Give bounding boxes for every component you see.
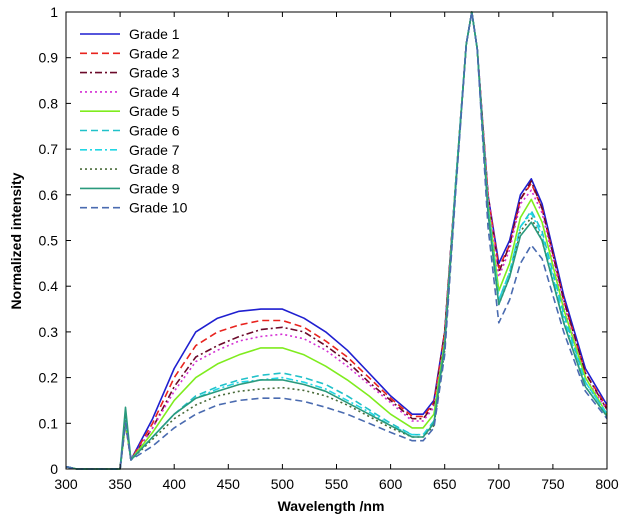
legend-label-grade-3: Grade 3 xyxy=(129,65,180,81)
x-tick-label: 400 xyxy=(163,476,187,492)
x-tick-label: 500 xyxy=(271,476,295,492)
series-line-grade-2 xyxy=(65,11,608,470)
legend-label-grade-8: Grade 8 xyxy=(129,161,180,177)
y-tick-label: 0 xyxy=(50,461,58,477)
x-tick-label: 300 xyxy=(54,476,78,492)
legend-label-grade-1: Grade 1 xyxy=(129,26,180,42)
legend-label-grade-5: Grade 5 xyxy=(129,103,180,119)
y-tick-label: 0.1 xyxy=(39,415,59,431)
x-tick-label: 600 xyxy=(379,476,403,492)
y-tick-label: 1 xyxy=(50,4,58,20)
x-tick-label: 800 xyxy=(595,476,619,492)
x-tick-label: 700 xyxy=(487,476,511,492)
axes-group: 300 350 400 450 500 550 600 650 700 750 800 0 0.1 0.2… xyxy=(39,4,619,492)
series-line-grade-8 xyxy=(65,11,608,470)
y-tick-label: 0.6 xyxy=(39,187,59,203)
y-tick-label: 0.8 xyxy=(39,95,59,111)
y-tick-label: 0.5 xyxy=(39,233,59,249)
x-tick-label: 450 xyxy=(217,476,241,492)
series-line-grade-4 xyxy=(65,11,608,470)
legend-label-grade-10: Grade 10 xyxy=(129,200,188,216)
series-line-grade-9 xyxy=(65,11,608,470)
series-line-grade-5 xyxy=(65,11,608,470)
y-tick-label: 0.7 xyxy=(39,141,59,157)
plot-series-group xyxy=(65,11,608,470)
x-tick-label: 550 xyxy=(325,476,349,492)
y-tick-label: 0.3 xyxy=(39,324,59,340)
x-tick-label: 650 xyxy=(433,476,457,492)
series-line-grade-7 xyxy=(65,11,608,470)
y-tick-label: 0.4 xyxy=(39,278,59,294)
x-tick-label: 750 xyxy=(541,476,565,492)
y-axis-label: Normalized intensity xyxy=(8,172,24,309)
x-axis-label: Wavelength /nm xyxy=(278,498,385,514)
legend-label-grade-9: Grade 9 xyxy=(129,180,180,196)
series-line-grade-3 xyxy=(65,11,608,470)
legend-label-grade-6: Grade 6 xyxy=(129,123,180,139)
x-tick-label: 350 xyxy=(108,476,132,492)
series-line-grade-10 xyxy=(65,11,608,470)
y-tick-label: 0.2 xyxy=(39,370,59,386)
legend: Grade 1 Grade 2 Grade 3 Grade 4 Grade 5 Grade… xyxy=(80,26,188,216)
y-tick-label: 0.9 xyxy=(39,50,59,66)
legend-label-grade-7: Grade 7 xyxy=(129,142,180,158)
series-line-grade-1 xyxy=(65,11,608,470)
legend-label-grade-4: Grade 4 xyxy=(129,84,180,100)
legend-label-grade-2: Grade 2 xyxy=(129,45,180,61)
